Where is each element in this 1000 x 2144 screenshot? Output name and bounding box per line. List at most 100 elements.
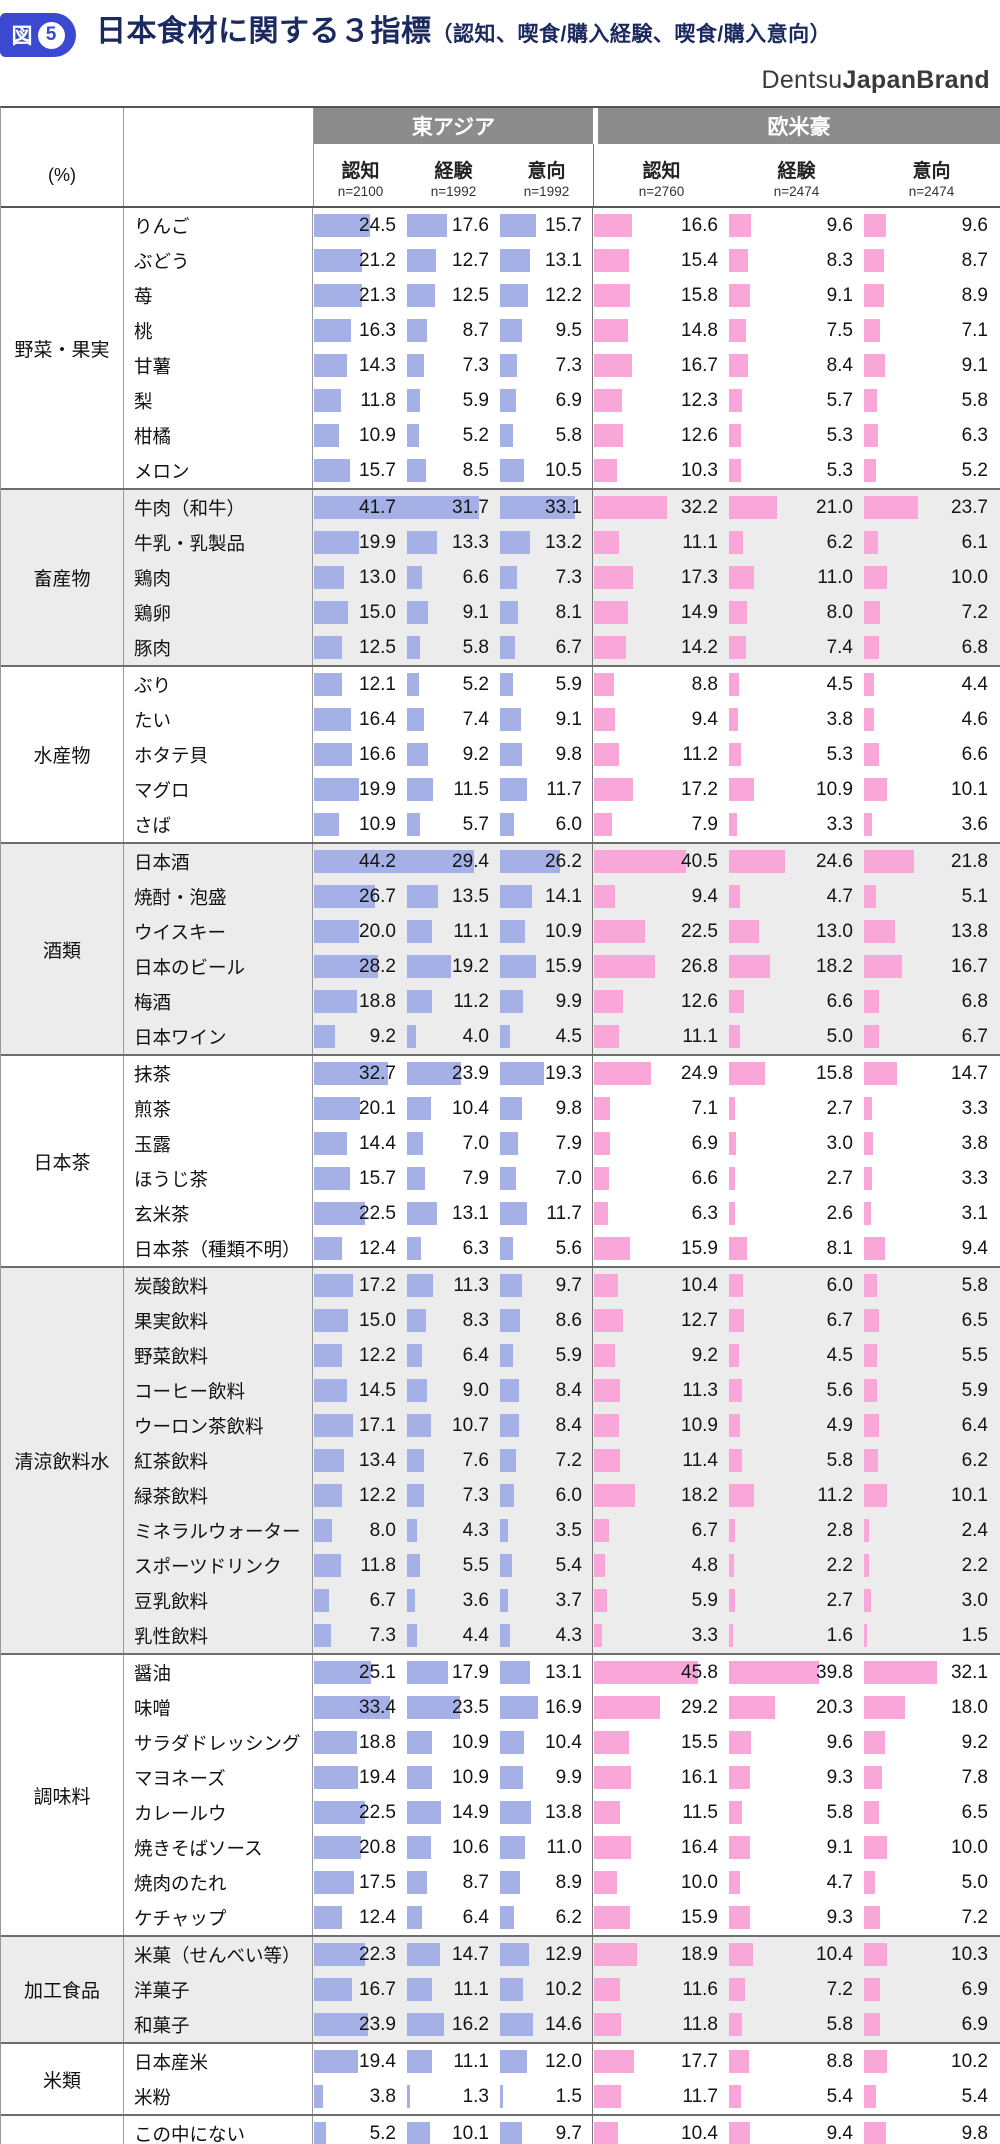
value-bar-west (594, 1484, 636, 1507)
value-bar-west (864, 1766, 882, 1789)
cells-west: 7.9 3.3 3.6 (592, 807, 998, 842)
value-bar-east-asia (314, 708, 352, 731)
cells-west: 11.1 5.0 6.7 (592, 1019, 998, 1054)
value-bar-west (864, 424, 879, 447)
cells-west: 10.0 4.7 5.0 (592, 1865, 998, 1900)
data-cell-east-asia: 6.7 (499, 630, 592, 665)
item-label: コーヒー飲料 (124, 1373, 313, 1408)
category-cell (1, 2116, 124, 2144)
cells-east-asia: 11.8 5.9 6.9 (313, 383, 592, 418)
unit-cell: (%) (1, 108, 124, 206)
data-cell-east-asia: 1.3 (406, 2079, 499, 2114)
value-bar-west (729, 1309, 745, 1332)
value-bar-west (729, 1696, 776, 1719)
value-label: 10.4 (452, 1097, 489, 1119)
value-bar-east-asia (407, 1274, 433, 1297)
value-bar-east-asia (500, 1554, 513, 1577)
value-label: 12.0 (545, 2050, 582, 2072)
value-label: 8.8 (691, 673, 718, 695)
value-label: 17.5 (359, 1871, 396, 1893)
value-label: 10.0 (951, 1836, 988, 1858)
value-bar-east-asia (500, 1237, 513, 1260)
value-label: 5.5 (462, 1554, 489, 1576)
data-cell-west: 9.4 (728, 2116, 863, 2144)
value-bar-east-asia (314, 601, 348, 624)
cells-west: 3.3 1.6 1.5 (592, 1618, 998, 1653)
cells-east-asia: 11.8 5.5 5.4 (313, 1548, 592, 1583)
title-suffix: （認知、喫食/購入経験、喫食/購入意向） (431, 23, 832, 46)
region-band-east-asia: 東アジア (314, 108, 593, 144)
cells-west: 15.9 9.3 7.2 (592, 1900, 998, 1935)
value-label: 2.8 (826, 1519, 853, 1541)
data-cell-east-asia: 10.4 (499, 1725, 592, 1760)
data-cell-west: 15.5 (593, 1725, 728, 1760)
value-bar-east-asia (500, 214, 536, 237)
value-bar-west (864, 1589, 871, 1612)
value-label: 5.8 (555, 424, 582, 446)
table-row: ぶどう 21.2 12.7 13.1 15.4 8.3 8.7 (124, 243, 1000, 278)
value-label: 14.7 (951, 1062, 988, 1084)
data-cell-west: 5.9 (593, 1583, 728, 1618)
value-label: 2.4 (961, 1519, 988, 1541)
cells-east-asia: 19.4 10.9 9.9 (313, 1760, 592, 1795)
value-bar-west (594, 1836, 632, 1859)
value-label: 33.1 (545, 496, 582, 518)
value-bar-west (729, 1589, 736, 1612)
value-label: 11.1 (453, 1978, 489, 2000)
cells-east-asia: 12.1 5.2 5.9 (313, 667, 592, 702)
value-bar-east-asia (407, 1344, 422, 1367)
category-group: 清涼飲料水 炭酸飲料 17.2 11.3 9.7 10.4 6.0 5.8 果実飲料 15.0 8.… (1, 1268, 1000, 1655)
value-bar-east-asia (500, 496, 576, 519)
value-label: 6.0 (555, 813, 582, 835)
item-label: 桃 (124, 313, 313, 348)
group-rows: 牛肉（和牛） 41.7 31.7 33.1 32.2 21.0 23.7 牛乳・乳製品 19.9… (124, 490, 1000, 665)
value-bar-west (594, 850, 686, 873)
data-cell-east-asia: 5.7 (406, 807, 499, 842)
value-bar-west (594, 459, 618, 482)
data-cell-east-asia: 10.6 (406, 1830, 499, 1865)
group-rows: 炭酸飲料 17.2 11.3 9.7 10.4 6.0 5.8 果実飲料 15.0 8.3 8.6 1… (124, 1268, 1000, 1653)
data-cell-west: 14.9 (593, 595, 728, 630)
value-bar-east-asia (500, 566, 517, 589)
value-bar-west (729, 743, 741, 766)
table-row: 乳性飲料 7.3 4.4 4.3 3.3 1.6 1.5 (124, 1618, 1000, 1653)
value-bar-east-asia (314, 2122, 326, 2144)
value-label: 15.7 (545, 214, 582, 236)
value-label: 12.3 (681, 389, 718, 411)
value-bar-east-asia (407, 1379, 428, 1402)
value-label: 19.9 (359, 531, 396, 553)
value-label: 5.8 (826, 1449, 853, 1471)
value-label: 15.8 (681, 284, 718, 306)
value-bar-west (729, 778, 754, 801)
table-row: コーヒー飲料 14.5 9.0 8.4 11.3 5.6 5.9 (124, 1373, 1000, 1408)
value-label: 10.0 (681, 1871, 718, 1893)
cells-west: 45.8 39.8 32.1 (592, 1655, 998, 1690)
data-cell-east-asia: 5.5 (406, 1548, 499, 1583)
data-cell-east-asia: 5.8 (406, 630, 499, 665)
data-cell-east-asia: 10.9 (406, 1760, 499, 1795)
value-bar-west (594, 1696, 661, 1719)
group-rows: 米菓（せんべい等） 22.3 14.7 12.9 18.9 10.4 10.3 洋菓子 16.7… (124, 1937, 1000, 2042)
value-label: 3.3 (961, 1097, 988, 1119)
value-label: 9.5 (555, 319, 582, 341)
data-cell-west: 18.2 (593, 1478, 728, 1513)
data-cell-west: 24.9 (593, 1056, 728, 1091)
cells-east-asia: 21.3 12.5 12.2 (313, 278, 592, 313)
cells-west: 6.9 3.0 3.8 (592, 1126, 998, 1161)
data-cell-west: 16.4 (593, 1830, 728, 1865)
value-label: 5.0 (961, 1871, 988, 1893)
value-label: 6.0 (826, 1274, 853, 1296)
value-label: 5.3 (826, 424, 853, 446)
data-cell-west: 6.3 (593, 1196, 728, 1231)
data-cell-west: 6.8 (863, 630, 998, 665)
value-label: 3.5 (555, 1519, 582, 1541)
cells-east-asia: 17.2 11.3 9.7 (313, 1268, 592, 1303)
cells-west: 6.7 2.8 2.4 (592, 1513, 998, 1548)
table-row: サラダドレッシング 18.8 10.9 10.4 15.5 9.6 9.2 (124, 1725, 1000, 1760)
cells-east-asia: 5.2 10.1 9.7 (313, 2116, 592, 2144)
value-bar-east-asia (407, 1519, 417, 1542)
data-cell-west: 6.7 (593, 1513, 728, 1548)
table-row: 果実飲料 15.0 8.3 8.6 12.7 6.7 6.5 (124, 1303, 1000, 1338)
value-bar-west (594, 1025, 620, 1048)
value-label: 1.5 (555, 2085, 582, 2107)
